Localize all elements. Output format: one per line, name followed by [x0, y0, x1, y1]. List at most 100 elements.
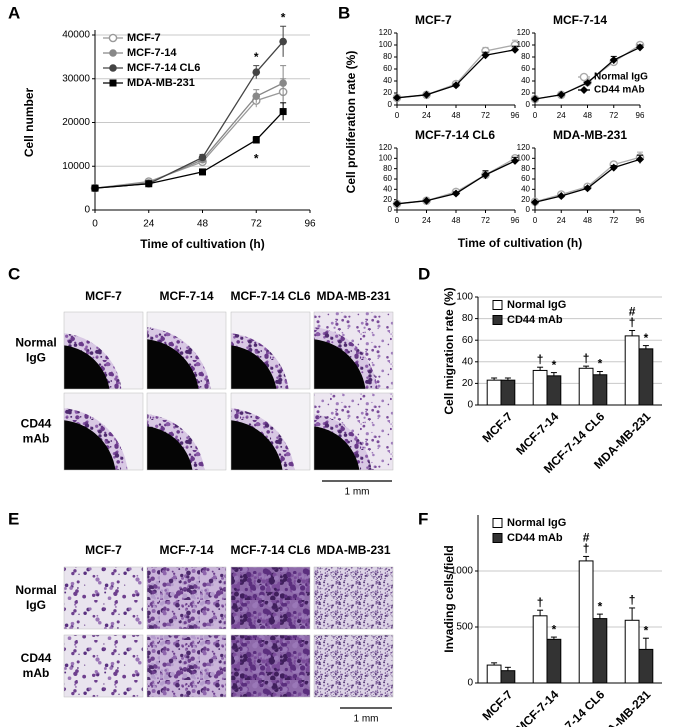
y-tick-label: 40000 [62, 30, 90, 41]
annotation: † [583, 351, 590, 365]
marker [199, 168, 206, 176]
x-tick-label: 72 [609, 111, 618, 120]
annotation: * [254, 50, 259, 64]
y-tick-label: 30000 [62, 73, 90, 84]
y-tick-label: 0 [526, 205, 531, 214]
x-tick-label: 0 [395, 216, 400, 225]
marker [636, 155, 644, 164]
y-tick-label: 0 [526, 100, 531, 109]
legend-label: MCF-7-14 CL6 [127, 62, 200, 74]
legend-swatch [492, 518, 503, 528]
wound-area [314, 426, 360, 470]
annotation: * [644, 331, 649, 345]
legend-swatch [492, 533, 503, 543]
bar [592, 374, 608, 406]
x-tick-label: 72 [251, 219, 263, 230]
wound-area [64, 420, 116, 470]
annotation: † [583, 542, 590, 556]
column-label: MCF-7 [85, 289, 122, 303]
wound-area [314, 339, 366, 389]
subplot-title: MCF-7-14 [553, 13, 607, 27]
x-tick-label: 96 [511, 111, 520, 120]
x-tick-label: 48 [452, 111, 461, 120]
bar [624, 335, 640, 406]
y-tick-label: 120 [517, 143, 531, 152]
y-tick-label: 10000 [62, 161, 90, 172]
x-tick-label: 24 [143, 219, 155, 230]
marker [252, 68, 261, 76]
legend-label: Normal IgG [594, 72, 648, 83]
marker [145, 180, 153, 188]
bar [638, 348, 654, 406]
bar [578, 560, 594, 684]
panel-letter: B [338, 3, 350, 22]
y-tick-label: 40 [383, 76, 392, 85]
x-tick-label: 24 [422, 216, 431, 225]
legend-swatch [492, 315, 503, 325]
x-tick-label: 48 [452, 216, 461, 225]
y-tick-label: 20 [521, 88, 530, 97]
marker [252, 92, 261, 101]
y-axis-label: Cell migration rate (%) [442, 287, 456, 414]
marker [481, 170, 490, 179]
annotation: † [537, 595, 544, 609]
x-tick-label: 72 [481, 111, 490, 120]
micrograph [313, 566, 394, 630]
marker [511, 45, 519, 54]
y-axis-label: Cell proliferation rate (%) [344, 51, 358, 194]
row-label: Normal [15, 336, 56, 350]
bar [500, 670, 516, 684]
micrograph [313, 634, 394, 698]
y-tick-label: 0 [388, 100, 393, 109]
y-tick-label: 60 [521, 64, 530, 73]
bar [486, 379, 502, 406]
annotation: * [552, 622, 557, 636]
bar [546, 638, 562, 684]
column-label: MCF-7 [85, 543, 122, 557]
panel-letter: F [418, 509, 428, 528]
y-tick-label: 20000 [62, 117, 90, 128]
x-tick-label: 0 [533, 111, 538, 120]
y-tick-label: 60 [462, 335, 474, 346]
legend-swatch [492, 300, 503, 310]
x-tick-label: 72 [481, 216, 490, 225]
marker [108, 33, 118, 43]
marker [557, 192, 566, 201]
x-tick-label: 48 [583, 216, 592, 225]
marker [609, 56, 618, 64]
micrograph [230, 634, 311, 698]
x-tick-label: 96 [636, 111, 645, 120]
x-tick-label: 0 [533, 216, 538, 225]
column-label: MDA-MB-231 [316, 289, 390, 303]
bar [624, 619, 640, 684]
scale-label: 1 mm [354, 714, 379, 725]
y-tick-label: 100 [517, 153, 531, 162]
subplot-title: MDA-MB-231 [553, 128, 627, 142]
bar [578, 367, 594, 406]
x-tick-label: 96 [636, 216, 645, 225]
marker [531, 95, 539, 103]
marker [393, 199, 401, 208]
marker [580, 86, 588, 94]
row-label: mAb [23, 432, 50, 446]
y-tick-label: 100 [379, 40, 393, 49]
y-tick-label: 0 [467, 400, 473, 411]
row-label: Normal [15, 583, 56, 597]
y-tick-label: 120 [379, 28, 393, 37]
y-tick-label: 40 [521, 184, 530, 193]
bar [486, 664, 502, 684]
wound-area [147, 339, 199, 389]
column-label: MCF-7-14 CL6 [230, 289, 310, 303]
annotation: * [598, 357, 603, 371]
column-label: MCF-7-14 CL6 [230, 543, 310, 557]
annotation: * [254, 152, 259, 166]
y-tick-label: 80 [521, 52, 530, 61]
annotation: * [598, 599, 603, 613]
wound-area [231, 345, 277, 389]
legend-label: MCF-7-14 [127, 47, 177, 59]
y-tick-label: 60 [383, 64, 392, 73]
x-tick-label: 96 [304, 219, 316, 230]
marker [393, 93, 401, 102]
